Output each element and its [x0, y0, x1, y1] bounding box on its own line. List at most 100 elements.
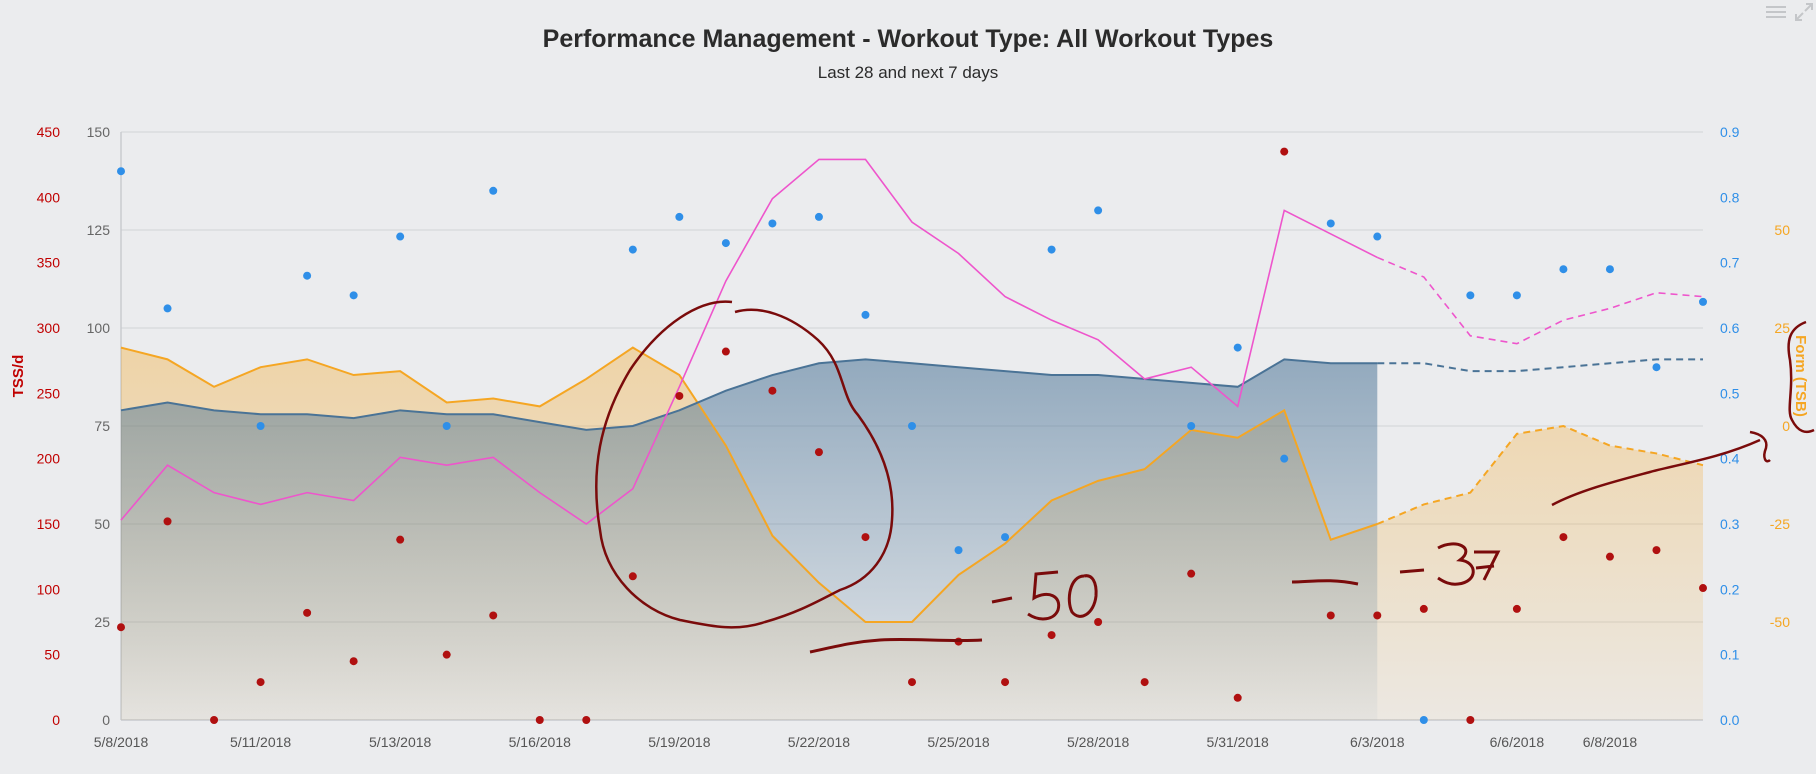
tss-point [628, 572, 637, 581]
tss-axis-title: TSS/d [10, 355, 27, 398]
ink-digit-3 [1437, 542, 1475, 586]
tss-point [768, 386, 777, 395]
tss-point [117, 623, 125, 632]
tss-point [1699, 584, 1707, 593]
if-point [861, 310, 870, 319]
fitness-tick-label: 50 [94, 516, 110, 532]
if-point [1187, 422, 1196, 430]
fitness-tick-label: 25 [94, 614, 110, 630]
if-tick-label: 0.9 [1720, 124, 1740, 140]
tss-tick-label: 0 [52, 712, 60, 728]
if-tick-label: 0.5 [1720, 385, 1740, 401]
if-point [1559, 265, 1568, 274]
tss-point [210, 716, 219, 724]
form-tick-label: -25 [1770, 516, 1790, 532]
fatigue-line [120, 158, 1378, 525]
fatigue-projection-line [1376, 256, 1704, 345]
fitness-tick-label: 0 [102, 712, 110, 728]
chart-menu-icon[interactable] [1766, 3, 1786, 21]
if-point [721, 239, 730, 248]
ink-digit-0 [1067, 574, 1098, 618]
form-tick-label: 50 [1774, 222, 1790, 238]
if-point [1047, 245, 1056, 254]
tss-tick-label: 350 [37, 255, 61, 271]
tss-point [1047, 631, 1056, 640]
ink-rising-stroke [1551, 438, 1761, 507]
form-line [120, 346, 1378, 623]
if-point [256, 422, 265, 430]
form-axis-title: Form (TSB) [1792, 335, 1809, 417]
tss-tick-label: 150 [37, 516, 61, 532]
if-point [628, 245, 637, 254]
if-tick-label: 0.6 [1720, 320, 1740, 336]
tss-point [535, 716, 544, 724]
ink-digit-7 [1474, 550, 1501, 581]
if-point [489, 186, 498, 195]
tss-point [908, 678, 916, 687]
if-tick-label: 0.2 [1720, 581, 1740, 597]
if-point [1326, 219, 1335, 228]
tss-point [1652, 546, 1661, 555]
if-tick-label: 0.8 [1720, 189, 1740, 205]
if-tick-label: 0.1 [1720, 647, 1740, 663]
if-point [814, 212, 823, 221]
expand-icon[interactable] [1794, 2, 1814, 22]
tss-point [303, 608, 312, 617]
if-point [1605, 265, 1614, 274]
form-projection-line [1376, 424, 1704, 525]
fitness-tick-label: 75 [94, 418, 110, 434]
tss-tick-label: 50 [44, 647, 60, 663]
if-tick-label: 0.7 [1720, 255, 1740, 271]
form-tick-label: 0 [1782, 418, 1790, 434]
x-tick-label: 5/31/2018 [1207, 734, 1269, 750]
tss-point [1512, 604, 1521, 613]
if-point [768, 219, 777, 228]
tss-point [1187, 569, 1196, 578]
tss-tick-label: 400 [37, 189, 61, 205]
if-point [117, 167, 125, 176]
ink-dash-37 [1399, 568, 1425, 574]
tss-tick-label: 300 [37, 320, 61, 336]
fitness-area [121, 359, 1378, 720]
tss-point [1001, 678, 1010, 687]
tss-point [1233, 693, 1242, 702]
x-tick-label: 5/16/2018 [509, 734, 571, 750]
x-tick-label: 6/3/2018 [1350, 734, 1405, 750]
fitness-line [120, 358, 1378, 431]
ink-bracket [1787, 320, 1815, 434]
if-point [396, 232, 405, 241]
x-tick-label: 6/8/2018 [1583, 734, 1638, 750]
form-tick-label: 25 [1774, 320, 1790, 336]
x-tick-label: 5/8/2018 [94, 734, 149, 750]
tss-tick-label: 200 [37, 451, 61, 467]
form-tick-label: -50 [1770, 614, 1790, 630]
if-point [675, 212, 684, 221]
tss-tick-label: 450 [37, 124, 61, 140]
if-point [163, 304, 172, 313]
if-tick-label: 0.0 [1720, 712, 1740, 728]
tss-point [1419, 604, 1428, 613]
fitness-tick-label: 100 [87, 320, 111, 336]
fitness-tick-label: 125 [87, 222, 111, 238]
tss-point [814, 448, 823, 457]
tss-point [1559, 533, 1568, 542]
if-point [1001, 533, 1010, 542]
if-point [1280, 454, 1289, 463]
if-point [1512, 291, 1521, 300]
fitness-tick-label: 150 [87, 124, 111, 140]
x-tick-label: 5/28/2018 [1067, 734, 1129, 750]
tss-point [1605, 552, 1614, 561]
ink-digit-5 [1027, 570, 1061, 621]
chart-title: Performance Management - Workout Type: A… [542, 25, 1274, 53]
tss-point [1094, 618, 1103, 626]
if-point [442, 422, 451, 430]
tss-point [675, 391, 684, 400]
if-point [349, 291, 358, 300]
if-point [1373, 232, 1382, 241]
tss-tick-label: 250 [37, 385, 61, 401]
ink-circle-annotation [595, 300, 894, 629]
tss-point [582, 716, 591, 724]
tss-point [861, 533, 870, 542]
x-tick-label: 5/13/2018 [369, 734, 431, 750]
